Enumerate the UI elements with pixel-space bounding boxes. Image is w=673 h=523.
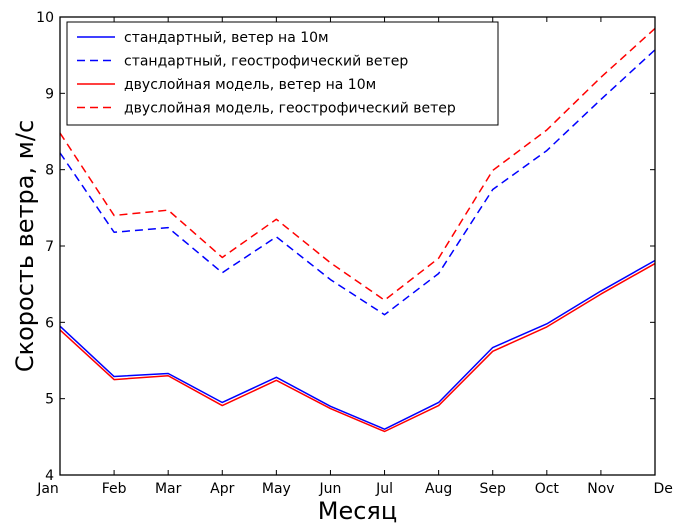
x-tick-label: Mar — [155, 481, 182, 497]
legend-label: стандартный, ветер на 10м — [124, 30, 329, 46]
series-line-3 — [59, 262, 656, 433]
y-tick-label: 9 — [45, 86, 54, 102]
x-tick-label: Dec — [653, 481, 673, 497]
x-tick-label: Apr — [210, 481, 234, 497]
y-tick-label: 10 — [36, 10, 54, 26]
legend-label: двуслойная модель, ветер на 10м — [124, 77, 376, 93]
y-tick-label: 5 — [45, 392, 54, 408]
x-tick-label: Feb — [102, 481, 127, 497]
x-tick-label: May — [262, 481, 291, 497]
x-tick-label: Sep — [480, 481, 507, 497]
legend-label: двуслойная модель, геострофический ветер — [124, 101, 456, 117]
series-line-2 — [59, 49, 656, 316]
y-tick-label: 4 — [45, 468, 54, 484]
y-tick-label: 7 — [45, 239, 54, 255]
y-tick-label: 6 — [45, 315, 54, 331]
ticks-layer: Jan Feb Mar Apr May Jun Jul Aug Sep Oct Nov Dec 4 5 6 7… — [36, 10, 673, 497]
y-tick-label: 8 — [45, 163, 54, 179]
x-tick-label: Aug — [425, 481, 452, 497]
series-line-4 — [59, 27, 656, 301]
legend-label: стандартный, геострофический ветер — [124, 54, 408, 70]
x-tick-label: Jul — [375, 481, 393, 497]
x-axis-title: Месяц — [318, 497, 397, 523]
x-tick-label: Jun — [319, 481, 342, 497]
x-tick-label: Nov — [587, 481, 614, 497]
legend-box — [66, 21, 499, 126]
x-tick-label: Oct — [535, 481, 560, 497]
x-tick-label: Jan — [36, 481, 59, 497]
legend: стандартный, ветер на 10м стандартный, ге… — [66, 21, 499, 126]
y-axis-title: Скорость ветра, м/с — [11, 120, 39, 372]
series-layer — [59, 27, 656, 433]
series-line-1 — [59, 259, 656, 430]
